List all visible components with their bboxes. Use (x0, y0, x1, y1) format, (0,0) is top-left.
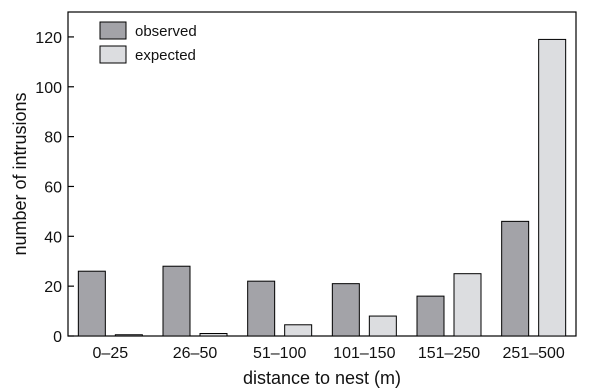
y-tick-label: 0 (53, 329, 62, 346)
bar-expected-3 (368, 315, 397, 337)
x-tick-label: 51–100 (253, 345, 306, 362)
bar-expected-2 (284, 324, 313, 337)
bar-observed-3 (331, 283, 360, 337)
bars (77, 38, 567, 337)
y-tick-label: 120 (35, 30, 62, 47)
x-tick-label: 101–150 (333, 345, 395, 362)
bar-observed-4 (416, 295, 445, 337)
y-tick-label: 60 (44, 179, 62, 196)
x-tick-label: 251–500 (503, 345, 565, 362)
bar-expected-5 (538, 38, 567, 337)
bar-expected-0 (114, 334, 143, 337)
y-tick-label: 40 (44, 229, 62, 246)
y-tick-label: 100 (35, 80, 62, 97)
bar-expected-4 (453, 273, 482, 337)
x-axis: 0–25 26–50 51–100 101–150 151–250 251–500 (93, 345, 565, 362)
x-axis-label: distance to nest (m) (243, 368, 401, 388)
x-tick-label: 151–250 (418, 345, 480, 362)
bar-observed-2 (247, 280, 276, 337)
legend: observed expected (99, 21, 197, 64)
plot-frame (67, 11, 577, 337)
y-axis-label: number of intrusions (10, 92, 30, 255)
x-tick-label: 0–25 (93, 345, 129, 362)
legend-label-expected: expected (135, 47, 196, 64)
legend-swatch-expected (99, 45, 127, 64)
legend-label-observed: observed (135, 23, 197, 40)
bar-observed-1 (162, 265, 191, 337)
bar-observed-5 (501, 220, 530, 337)
y-tick-label: 80 (44, 130, 62, 147)
bar-expected-1 (199, 333, 228, 337)
bar-observed-0 (77, 270, 106, 337)
y-tick-label: 20 (44, 279, 62, 296)
x-tick-label: 26–50 (173, 345, 218, 362)
legend-swatch-observed (99, 21, 127, 40)
y-axis: 0 20 40 60 80 100 120 (35, 30, 74, 346)
